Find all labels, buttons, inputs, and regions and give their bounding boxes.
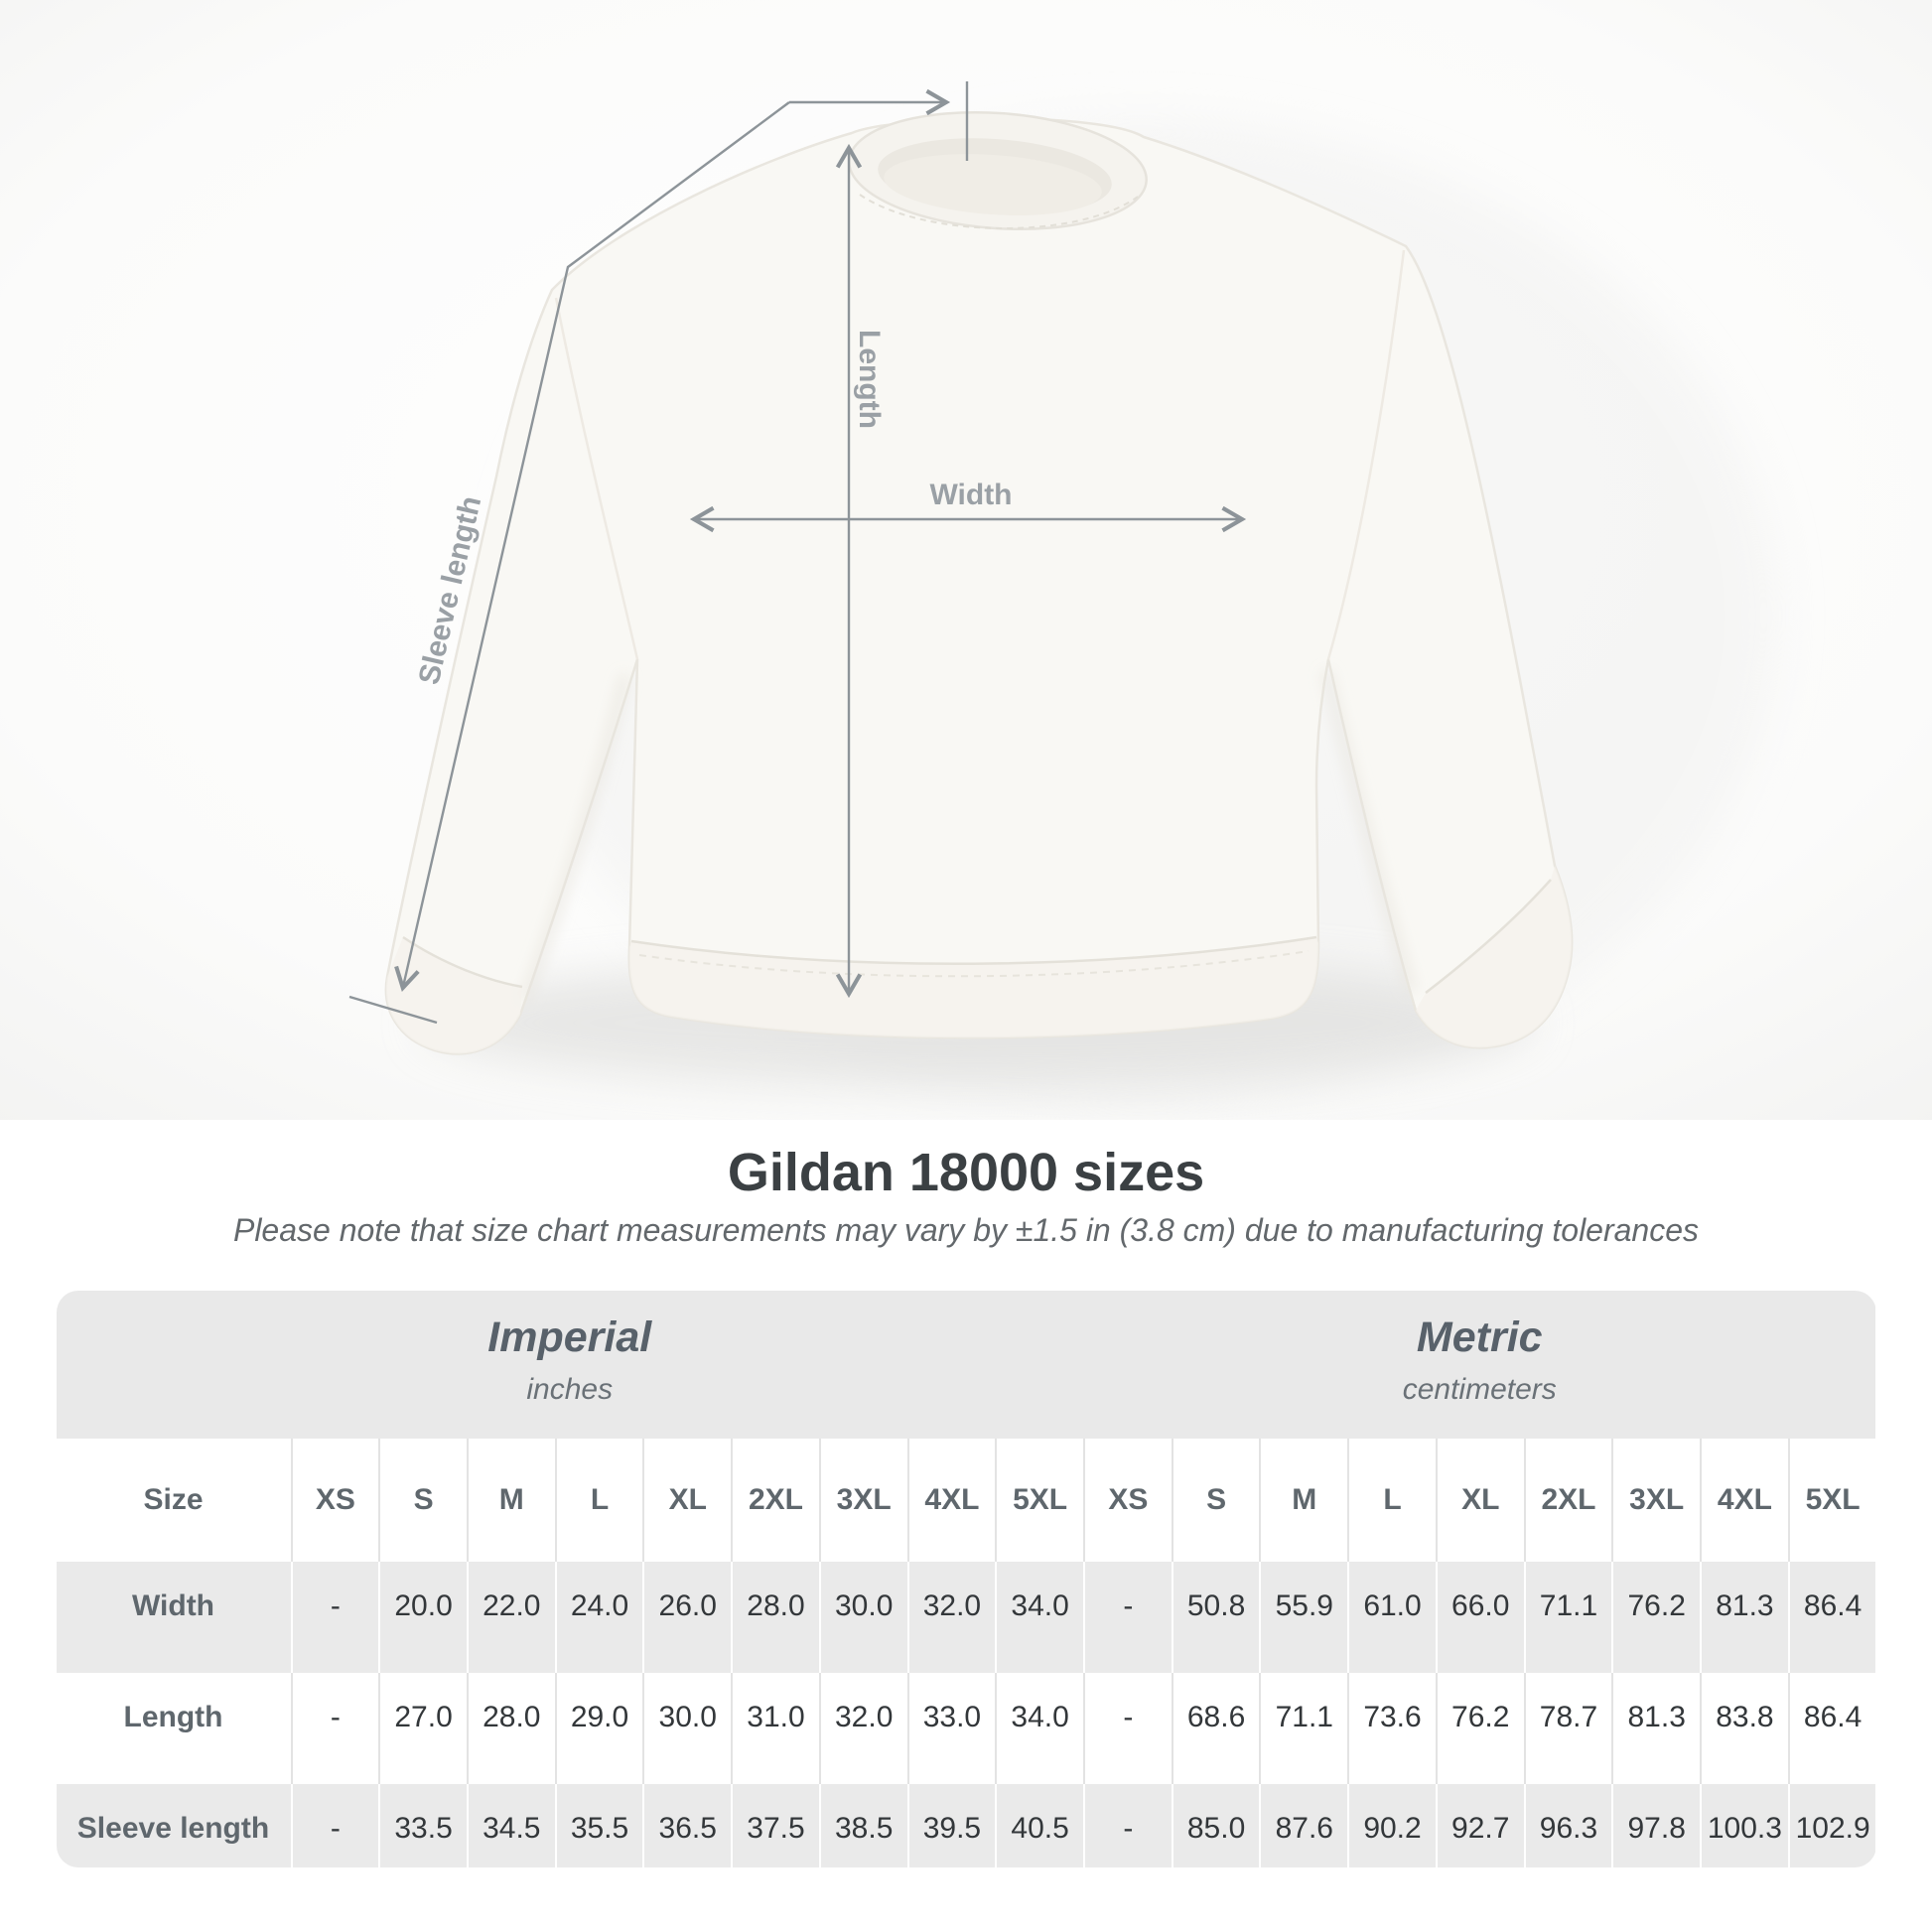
size-header-cell: 4XL — [906, 1439, 996, 1563]
value-cell: 92.7 — [1435, 1784, 1524, 1868]
value-cell: 100.3 — [1700, 1784, 1788, 1868]
size-header-cell: XL — [642, 1439, 732, 1563]
value-cell: - — [1082, 1673, 1172, 1785]
value-cell: 35.5 — [554, 1784, 643, 1868]
row-label: Width — [56, 1562, 291, 1674]
value-cell: 73.6 — [1347, 1673, 1436, 1785]
size-chart-grid: Imperial inches Metric centimeters Size X… — [56, 1291, 1876, 1868]
value-cell: 28.0 — [466, 1673, 555, 1785]
value-cell: 34.0 — [995, 1673, 1083, 1785]
size-header-cell: 2XL — [731, 1439, 819, 1563]
size-header-cell: XL — [1435, 1439, 1524, 1563]
value-cell: - — [290, 1673, 379, 1785]
value-cell: 68.6 — [1171, 1673, 1260, 1785]
value-cell: 20.0 — [378, 1562, 467, 1674]
value-cell: 37.5 — [731, 1784, 819, 1868]
sleeve-length-line — [394, 101, 790, 993]
size-header-cell: 4XL — [1700, 1439, 1788, 1563]
tolerance-note: Please note that size chart measurements… — [232, 1212, 1700, 1249]
metric-group-header: Metric centimeters — [1082, 1291, 1876, 1440]
size-header-cell: 5XL — [995, 1439, 1083, 1563]
value-cell: 22.0 — [466, 1562, 555, 1674]
value-cell: 40.5 — [995, 1784, 1083, 1868]
left-cuff — [385, 937, 522, 1054]
size-column-header: Size — [56, 1439, 291, 1563]
value-cell: 33.5 — [378, 1784, 467, 1868]
length-label: Length — [853, 330, 886, 429]
value-cell: 71.1 — [1523, 1562, 1612, 1674]
size-chart-table: Imperial inches Metric centimeters Size X… — [56, 1291, 1876, 1868]
value-cell: 33.0 — [906, 1673, 996, 1785]
value-cell: 30.0 — [642, 1673, 732, 1785]
right-cuff — [1416, 866, 1573, 1048]
size-header-cell: 3XL — [818, 1439, 907, 1563]
imperial-unit-label: inches — [526, 1373, 614, 1407]
imperial-label: Imperial — [487, 1313, 652, 1362]
value-cell: 83.8 — [1700, 1673, 1788, 1785]
value-cell: 31.0 — [731, 1673, 819, 1785]
value-cell: 38.5 — [818, 1784, 907, 1868]
value-cell: 28.0 — [731, 1562, 819, 1674]
size-header-cell: 3XL — [1611, 1439, 1701, 1563]
metric-label: Metric — [1416, 1313, 1543, 1362]
hem-band — [628, 937, 1318, 1038]
value-cell: 97.8 — [1611, 1784, 1701, 1868]
value-cell: 26.0 — [642, 1562, 732, 1674]
sweatshirt-photo — [0, 0, 1932, 1120]
value-cell: 32.0 — [818, 1673, 907, 1785]
value-cell: 29.0 — [554, 1673, 643, 1785]
measurement-annotations — [348, 81, 1247, 1025]
size-header-cell: XS — [290, 1439, 379, 1563]
value-cell: 61.0 — [1347, 1562, 1436, 1674]
value-cell: 81.3 — [1611, 1673, 1701, 1785]
metric-unit-label: centimeters — [1402, 1373, 1557, 1407]
value-cell: 27.0 — [378, 1673, 467, 1785]
value-cell: - — [1082, 1562, 1172, 1674]
size-header-cell: 2XL — [1523, 1439, 1612, 1563]
size-header-cell: S — [378, 1439, 467, 1563]
row-label: Sleeve length — [56, 1784, 291, 1868]
product-measurement-figure: Length Width Sleeve length — [0, 0, 1932, 1120]
value-cell: 36.5 — [642, 1784, 732, 1868]
value-cell: 102.9 — [1787, 1784, 1876, 1868]
value-cell: 86.4 — [1787, 1562, 1876, 1674]
sleeve-length-tick — [348, 995, 438, 1025]
value-cell: 66.0 — [1435, 1562, 1524, 1674]
value-cell: 30.0 — [818, 1562, 907, 1674]
value-cell: 39.5 — [906, 1784, 996, 1868]
value-cell: 85.0 — [1171, 1784, 1260, 1868]
value-cell: - — [1082, 1784, 1172, 1868]
value-cell: 55.9 — [1259, 1562, 1348, 1674]
size-header-cell: S — [1171, 1439, 1260, 1563]
imperial-group-header: Imperial inches — [56, 1291, 1083, 1440]
value-cell: - — [290, 1784, 379, 1868]
value-cell: 81.3 — [1700, 1562, 1788, 1674]
size-header-cell: 5XL — [1787, 1439, 1876, 1563]
value-cell: - — [290, 1562, 379, 1674]
size-header-cell: M — [1259, 1439, 1348, 1563]
collar — [848, 110, 1148, 231]
row-label: Length — [56, 1673, 291, 1785]
value-cell: 96.3 — [1523, 1784, 1612, 1868]
size-header-cell: L — [1347, 1439, 1436, 1563]
size-header-cell: M — [466, 1439, 555, 1563]
value-cell: 34.0 — [995, 1562, 1083, 1674]
value-cell: 90.2 — [1347, 1784, 1436, 1868]
value-cell: 50.8 — [1171, 1562, 1260, 1674]
size-header-cell: L — [554, 1439, 643, 1563]
size-header-cell: XS — [1082, 1439, 1172, 1563]
page-title: Gildan 18000 sizes — [727, 1143, 1205, 1202]
value-cell: 86.4 — [1787, 1673, 1876, 1785]
value-cell: 34.5 — [466, 1784, 555, 1868]
value-cell: 24.0 — [554, 1562, 643, 1674]
value-cell: 76.2 — [1611, 1562, 1701, 1674]
value-cell: 71.1 — [1259, 1673, 1348, 1785]
width-label: Width — [929, 479, 1012, 511]
value-cell: 78.7 — [1523, 1673, 1612, 1785]
value-cell: 32.0 — [906, 1562, 996, 1674]
value-cell: 87.6 — [1259, 1784, 1348, 1868]
value-cell: 76.2 — [1435, 1673, 1524, 1785]
